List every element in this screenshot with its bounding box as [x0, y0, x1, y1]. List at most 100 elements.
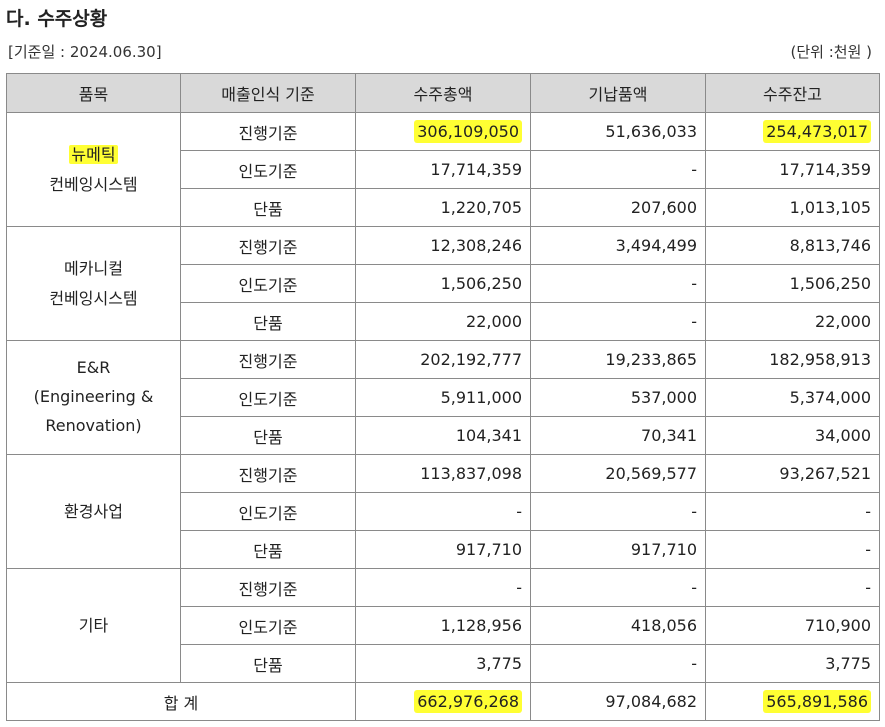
order-total-cell: 12,308,246: [355, 226, 531, 265]
delivered-cell: 19,233,865: [530, 340, 706, 379]
product-name-line: E&R: [76, 358, 111, 378]
table-row: 단품 1,220,705 207,600 1,013,105: [7, 188, 880, 227]
backlog-cell: 182,958,913: [705, 340, 880, 379]
backlog-cell: 3,775: [705, 644, 880, 683]
backlog-cell: 93,267,521: [705, 454, 880, 493]
header-backlog: 수주잔고: [705, 73, 880, 113]
delivered-cell: -: [530, 644, 706, 683]
header-order-total: 수주총액: [355, 73, 531, 113]
table-row: 단품 104,341 70,341 34,000: [7, 416, 880, 455]
backlog-cell: 710,900: [705, 606, 880, 645]
backlog-cell: 5,374,000: [705, 378, 880, 417]
delivered-cell: 537,000: [530, 378, 706, 417]
product-name-line: 뉴메틱: [69, 144, 118, 164]
table-row: 기타 진행기준 - - -: [6, 568, 880, 683]
basis-cell: 단품: [180, 416, 356, 455]
delivered-cell: 20,569,577: [530, 454, 706, 493]
product-cell: 메카니컬 컨베잉시스템: [6, 226, 181, 341]
header-delivered: 기납품액: [530, 73, 706, 113]
order-total-cell: 917,710: [355, 530, 531, 569]
product-name-line: Renovation): [45, 415, 142, 435]
table-row: 뉴메틱 컨베잉시스템 진행기준 306,109,050 51,636,033 2…: [6, 112, 880, 227]
delivered-cell: 51,636,033: [530, 112, 706, 151]
table-row: 인도기준 1,128,956 418,056 710,900: [7, 606, 880, 645]
basis-cell: 단품: [180, 302, 356, 341]
table-row: 환경사업 진행기준 113,837,098 20,569,577 93,267,…: [6, 454, 880, 569]
unit-label: (단위 :천원 ): [790, 43, 873, 61]
order-status-table: 품목 매출인식 기준 수주총액 기납품액 수주잔고 뉴메틱 컨베잉시스템 진행기…: [6, 73, 880, 721]
product-name-line: 기타: [78, 615, 109, 635]
order-total-cell: 5,911,000: [355, 378, 531, 417]
product-cell: E&R (Engineering & Renovation): [6, 340, 181, 455]
total-backlog-cell: 565,891,586: [705, 682, 880, 721]
table-row: 메카니컬 컨베잉시스템 진행기준 12,308,246 3,494,499 8,…: [6, 226, 880, 341]
backlog-cell: -: [705, 492, 880, 531]
product-name-line: 컨베잉시스템: [49, 174, 138, 194]
order-total-cell: -: [355, 568, 531, 607]
total-label: 합 계: [6, 682, 356, 721]
product-name-line: 환경사업: [64, 501, 123, 521]
delivered-cell: -: [530, 264, 706, 303]
highlighted-value: 662,976,268: [414, 690, 522, 713]
basis-cell: 단품: [180, 644, 356, 683]
table-row: 인도기준 1,506,250 - 1,506,250: [7, 264, 880, 303]
order-total-cell: 22,000: [355, 302, 531, 341]
backlog-cell: 8,813,746: [705, 226, 880, 265]
backlog-cell: 1,506,250: [705, 264, 880, 303]
backlog-cell: 34,000: [705, 416, 880, 455]
highlighted-value: 565,891,586: [763, 690, 871, 713]
header-product: 품목: [6, 73, 181, 113]
delivered-cell: 917,710: [530, 530, 706, 569]
backlog-cell: 17,714,359: [705, 150, 880, 189]
total-row: 합 계 662,976,268 97,084,682 565,891,586: [6, 682, 880, 721]
table-row: 단품 917,710 917,710 -: [7, 530, 880, 569]
delivered-cell: -: [530, 492, 706, 531]
delivered-cell: 418,056: [530, 606, 706, 645]
backlog-cell: -: [705, 568, 880, 607]
table-row: 인도기준 17,714,359 - 17,714,359: [7, 150, 880, 189]
header-row: 품목 매출인식 기준 수주총액 기납품액 수주잔고: [6, 73, 880, 113]
backlog-cell: 254,473,017: [705, 112, 880, 151]
basis-cell: 인도기준: [180, 606, 356, 645]
total-order-cell: 662,976,268: [355, 682, 531, 721]
highlighted-value: 254,473,017: [763, 120, 871, 143]
backlog-cell: 22,000: [705, 302, 880, 341]
header-recognition-basis: 매출인식 기준: [180, 73, 356, 113]
order-total-cell: 1,128,956: [355, 606, 531, 645]
basis-cell: 단품: [180, 530, 356, 569]
order-total-cell: 1,506,250: [355, 264, 531, 303]
highlighted-value: 306,109,050: [414, 120, 522, 143]
product-cell: 환경사업: [6, 454, 181, 569]
order-total-cell: 17,714,359: [355, 150, 531, 189]
basis-date: [기준일 : 2024.06.30]: [8, 43, 162, 61]
basis-cell: 진행기준: [180, 454, 356, 493]
delivered-cell: -: [530, 568, 706, 607]
order-total-cell: 1,220,705: [355, 188, 531, 227]
product-name-line: 메카니컬: [64, 258, 123, 278]
order-total-cell: -: [355, 492, 531, 531]
basis-cell: 진행기준: [180, 568, 356, 607]
basis-cell: 단품: [180, 188, 356, 227]
total-delivered-cell: 97,084,682: [530, 682, 706, 721]
backlog-cell: 1,013,105: [705, 188, 880, 227]
table-row: 인도기준 5,911,000 537,000 5,374,000: [7, 378, 880, 417]
order-total-cell: 202,192,777: [355, 340, 531, 379]
product-name-line: (Engineering &: [33, 387, 154, 407]
basis-cell: 인도기준: [180, 378, 356, 417]
product-cell: 기타: [6, 568, 181, 683]
order-total-cell: 306,109,050: [355, 112, 531, 151]
product-name-line: 컨베잉시스템: [49, 288, 138, 308]
product-cell: 뉴메틱 컨베잉시스템: [6, 112, 181, 227]
basis-cell: 진행기준: [180, 112, 356, 151]
order-total-cell: 113,837,098: [355, 454, 531, 493]
order-total-cell: 3,775: [355, 644, 531, 683]
delivered-cell: 70,341: [530, 416, 706, 455]
delivered-cell: -: [530, 150, 706, 189]
basis-cell: 인도기준: [180, 492, 356, 531]
basis-cell: 진행기준: [180, 340, 356, 379]
basis-cell: 인도기준: [180, 264, 356, 303]
basis-cell: 인도기준: [180, 150, 356, 189]
delivered-cell: 3,494,499: [530, 226, 706, 265]
backlog-cell: -: [705, 530, 880, 569]
delivered-cell: 207,600: [530, 188, 706, 227]
